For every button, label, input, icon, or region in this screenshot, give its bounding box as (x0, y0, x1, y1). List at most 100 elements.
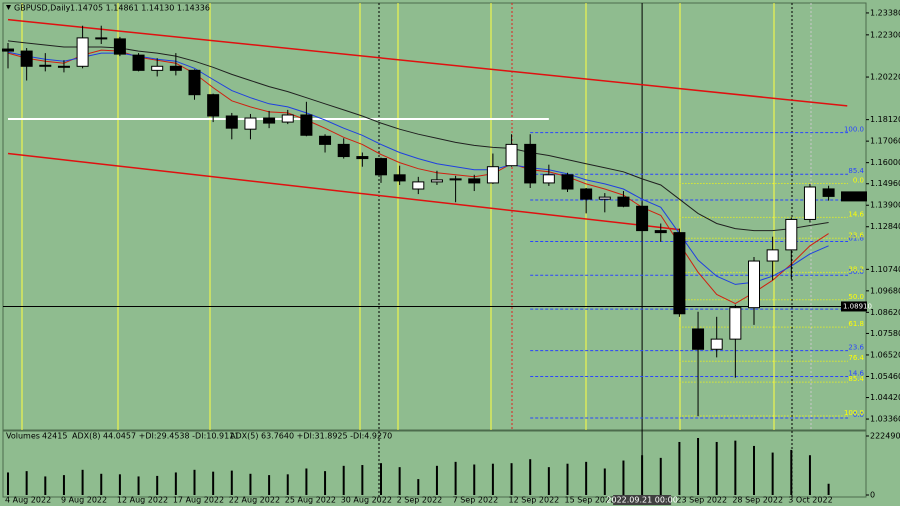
x-tick-label: 15 Sep 2022 (565, 496, 616, 505)
adx-text: ADX(5) 63.7640 +DI:31.8925 -DI:4.9270 (230, 432, 392, 441)
candle-body (710, 338, 723, 350)
candle-body (375, 158, 387, 176)
current-price-tag (841, 191, 867, 202)
x-tick-label: 4 Aug 2022 (5, 496, 51, 505)
volume-bars (7, 437, 830, 495)
candle-body (244, 117, 257, 130)
moving-average (7, 51, 829, 285)
candle-body (393, 174, 406, 182)
candle-body (729, 307, 742, 340)
quote: 1.14705 1.14861 1.14130 1.14336 (70, 4, 210, 13)
y-tick-label: 1.06520 (870, 350, 900, 359)
candle-body (132, 54, 145, 71)
candle-body (76, 37, 89, 67)
y-tick-label: 1.20220 (870, 73, 900, 82)
fib-label: 0.0 (853, 411, 864, 419)
trend-line (7, 18, 848, 107)
candle-body (654, 230, 667, 234)
fib-label: 61.8 (848, 320, 864, 328)
candle-body (151, 65, 164, 71)
volume-tick-label: 0 (870, 491, 875, 500)
x-tick-label: 3 Oct 2022 (788, 496, 832, 505)
x-tick-label: 2022.09.21 00:00 (606, 496, 677, 505)
fib-label: 23.6 (848, 344, 864, 352)
x-tick-label: 2 Sep 2022 (397, 496, 443, 505)
y-tick-label: 1.18120 (870, 115, 900, 124)
fib-label: 14.6 (848, 210, 864, 218)
x-tick-label: 7 Sep 2022 (453, 496, 499, 505)
y-tick-label: 1.23380 (870, 8, 900, 17)
fib-label: 85.4 (848, 167, 864, 175)
trend-line (7, 152, 680, 231)
candle-body (319, 135, 332, 145)
y-tick-label: 1.22300 (870, 30, 900, 39)
candle-body (430, 179, 443, 183)
candle-body (2, 48, 14, 52)
fib-label: 76.4 (848, 354, 864, 362)
candle-body (300, 114, 313, 136)
y-tick-label: 1.17060 (870, 137, 900, 146)
y-tick-label: 1.16000 (870, 158, 900, 167)
fib-label: 100.0 (844, 126, 864, 134)
fib-label: 50.0 (848, 293, 864, 301)
moving-averages (7, 40, 829, 305)
candle-body (263, 117, 276, 124)
candle-body (598, 196, 611, 200)
header-icon (6, 5, 11, 10)
candle-body (356, 156, 369, 160)
volume-panel-frame (2, 430, 867, 498)
vertical-lines (21, 3, 812, 497)
fib-label: 38.2 (848, 265, 864, 273)
candle-body (207, 94, 220, 117)
candle-body (188, 69, 201, 96)
main-panel-frame (2, 2, 867, 431)
candle-body (169, 65, 182, 71)
candle-body (636, 205, 649, 232)
x-tick-label: 25 Aug 2022 (285, 496, 336, 505)
fib-label: 23.6 (848, 231, 864, 239)
volume-tick-label: 222490 (870, 432, 900, 441)
fib-label: 85.4 (848, 375, 864, 383)
candle-body (337, 143, 350, 158)
candle-body (449, 178, 462, 181)
y-tick-label: 1.08620 (870, 308, 900, 317)
x-tick-label: 12 Aug 2022 (117, 496, 168, 505)
candle-body (561, 174, 574, 190)
fib-label: 100.0 (844, 409, 864, 417)
candle-body (57, 65, 70, 68)
fib-label: 14.6 (848, 369, 864, 377)
candle-body (524, 143, 537, 184)
candle-body (766, 249, 779, 262)
price-tag (841, 301, 867, 312)
candle-body (785, 218, 798, 251)
candle-body (113, 38, 126, 55)
y-tick-label: 1.12840 (870, 222, 900, 231)
candle-body (39, 64, 52, 67)
x-tick-label: 30 Aug 2022 (341, 496, 392, 505)
moving-average (7, 40, 829, 232)
y-tick-label: 1.10740 (870, 265, 900, 274)
candle-body (822, 188, 835, 197)
symbol: GBPUSD,Daily (14, 4, 71, 13)
candle-body (580, 188, 593, 200)
candle-body (617, 196, 630, 207)
candle-body (95, 37, 108, 40)
fib-label: 61.8 (848, 235, 864, 243)
x-tick-label: 22 Aug 2022 (229, 496, 280, 505)
y-tick-label: 1.05460 (870, 372, 900, 381)
price-tag-label: 1.08910 (843, 302, 872, 310)
y-tick-label: 1.14960 (870, 179, 900, 188)
y-tick-label: 1.04420 (870, 393, 900, 402)
x-tick-label: 28 Sep 2022 (732, 496, 783, 505)
candle-body (468, 178, 481, 184)
crosshair-date-box (613, 495, 672, 505)
candle-body (281, 114, 294, 123)
candle-body (20, 50, 33, 67)
y-tick-label: 1.07580 (870, 329, 900, 338)
volume-last: 42415 (42, 432, 67, 441)
x-tick-label: 23 Sep 2022 (676, 496, 727, 505)
fib-label: 50.0 (848, 268, 864, 276)
fib-label: 0.0 (853, 177, 864, 185)
